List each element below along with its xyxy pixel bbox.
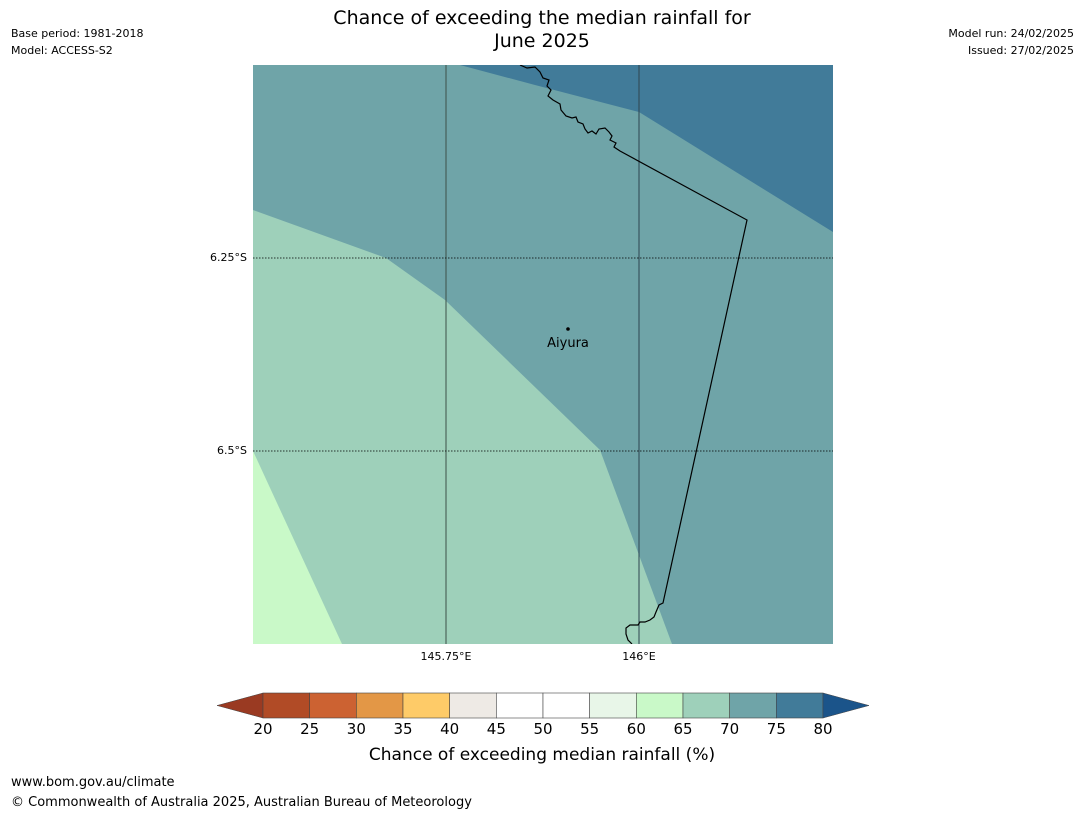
colorbar-tick-label: 35 [393,720,413,738]
aiyura-marker [566,327,570,331]
place-label-aiyura: Aiyura [547,336,589,351]
colorbar-boxes [262,692,824,719]
region-60-65 [253,451,342,644]
lon-label-146: 146°E [622,650,656,663]
colorbar-tick-label: 70 [720,720,740,738]
colorbar-box [496,692,544,719]
coastline-border [519,65,748,644]
colorbar-box [449,692,497,719]
model-run-text: Model run: 24/02/2025 [948,27,1074,40]
lat-label-6-25: 6.25°S [210,251,247,264]
colorbar-tick-label: 25 [300,720,320,738]
model-info: Base period: 1981-2018 Model: ACCESS-S2 [11,25,143,59]
colorbar-tick-label: 20 [253,720,273,738]
colorbar-over-arrow [822,692,870,719]
map-title: Chance of exceeding the median rainfall … [242,7,842,53]
colorbar-box [542,692,590,719]
colorbar-box [356,692,404,719]
base-period-text: Base period: 1981-2018 [11,27,144,40]
colorbar-tick-label: 75 [766,720,786,738]
colorbar-box [589,692,637,719]
colorbar-title: Chance of exceeding median rainfall (%) [368,745,716,765]
colorbar-tick-label: 45 [486,720,506,738]
lat-label-6-5: 6.5°S [217,444,247,457]
colorbar-tick-label: 80 [813,720,833,738]
region-65-70 [253,210,672,644]
colorbar-tick-label: 40 [440,720,460,738]
lon-label-145-75: 145.75°E [420,650,472,663]
colorbar-box [309,692,357,719]
region-75-80 [460,65,833,232]
colorbar-tick-label: 50 [533,720,553,738]
footer-copyright: © Commonwealth of Australia 2025, Austra… [11,795,472,810]
colorbar-under-arrow [216,692,264,719]
title-line-2: June 2025 [494,30,590,52]
run-info: Model run: 24/02/2025 Issued: 27/02/2025 [948,25,1074,59]
colorbar-box [776,692,824,719]
footer-url: www.bom.gov.au/climate [11,775,175,790]
colorbar-box [262,692,310,719]
colorbar-box [729,692,777,719]
model-text: Model: ACCESS-S2 [11,44,113,57]
issued-text: Issued: 27/02/2025 [967,44,1074,57]
colorbar-tick-label: 30 [346,720,366,738]
colorbar-tick-label: 65 [673,720,693,738]
colorbar-tick-label: 60 [626,720,646,738]
title-line-1: Chance of exceeding the median rainfall … [333,7,751,29]
colorbar-box [682,692,730,719]
colorbar-box [636,692,684,719]
colorbar-tick-label: 55 [580,720,600,738]
colorbar-box [402,692,450,719]
